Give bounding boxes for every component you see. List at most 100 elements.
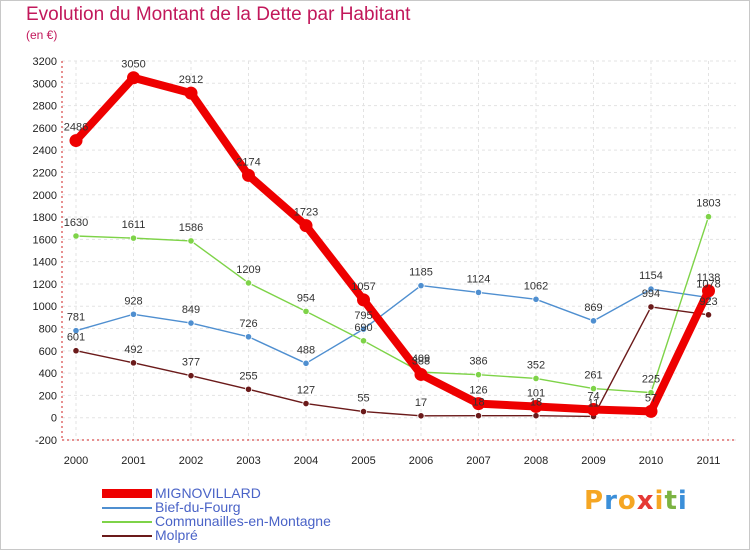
data-point [417, 282, 425, 290]
data-label: 1209 [236, 264, 260, 276]
data-point [474, 412, 483, 420]
y-tick-label: 800 [39, 324, 57, 336]
data-label: 923 [699, 296, 717, 308]
data-point [414, 367, 428, 381]
data-label: 726 [239, 318, 257, 330]
data-point [359, 325, 368, 333]
y-tick-label: -200 [35, 435, 57, 447]
data-label: 1154 [639, 270, 663, 282]
series-line-communailles-en-montagne [75, 216, 710, 394]
data-point [357, 293, 370, 307]
data-point [704, 311, 713, 319]
x-tick-label: 2011 [697, 455, 721, 467]
legend-label: Molpré [155, 527, 198, 543]
data-label: 1803 [696, 198, 720, 210]
data-label: 690 [354, 322, 372, 334]
legend-swatch [102, 535, 152, 537]
x-tick-label: 2002 [179, 455, 203, 467]
y-tick-label: 400 [39, 368, 57, 380]
legend-label: MIGNOVILLARD [155, 485, 261, 501]
x-tick-label: 2009 [581, 455, 605, 467]
data-point [647, 303, 655, 311]
data-label: 3050 [121, 59, 145, 71]
data-point [359, 407, 368, 416]
data-point [472, 397, 485, 411]
data-label: 18 [530, 397, 542, 409]
data-point [647, 389, 655, 397]
data-point [129, 359, 138, 367]
data-label: 101 [527, 387, 545, 399]
y-tick-label: 2000 [33, 190, 57, 202]
data-point [242, 168, 255, 182]
data-label: 1057 [351, 281, 375, 293]
data-point [704, 213, 713, 221]
data-label: 994 [642, 288, 660, 300]
logo-letter: P [584, 486, 605, 516]
data-point [302, 359, 310, 367]
data-point [587, 402, 600, 416]
data-point [187, 372, 195, 380]
series-line-molpr- [75, 306, 710, 418]
data-label: 261 [584, 370, 602, 382]
data-point [72, 347, 80, 355]
data-point [72, 327, 80, 335]
y-tick-label: 1400 [33, 257, 57, 269]
y-tick-label: 2800 [33, 101, 57, 113]
data-point [474, 371, 483, 379]
data-label: 928 [124, 295, 142, 307]
legend-swatch [102, 507, 152, 509]
data-point [647, 285, 655, 293]
x-tick-label: 2003 [236, 455, 260, 467]
y-tick-label: 2600 [33, 123, 57, 135]
data-point [529, 399, 543, 413]
data-point [417, 412, 425, 420]
y-tick-label: 0 [51, 413, 57, 425]
logo-letter: x [636, 486, 655, 516]
legend-label: Communailles-en-Montagne [155, 513, 331, 529]
data-label: 74 [587, 390, 599, 402]
data-point [299, 219, 313, 233]
logo-letter: t [664, 486, 678, 516]
data-label: 377 [182, 357, 200, 369]
data-label: 126 [469, 385, 487, 397]
x-tick-label: 2008 [524, 455, 548, 467]
data-point [244, 385, 253, 393]
x-tick-label: 2010 [639, 455, 663, 467]
y-tick-label: 1000 [33, 301, 57, 313]
logo-letter: o [617, 486, 637, 516]
series-line-mignovillard [72, 73, 713, 416]
data-label: 127 [297, 385, 315, 397]
data-point [589, 317, 598, 325]
y-tick-label: 200 [39, 390, 57, 402]
data-point [129, 310, 138, 318]
series-line-bief-du-fourg [75, 284, 710, 365]
chart-unit-label: (en €) [26, 28, 58, 42]
y-tick-label: 1600 [33, 234, 57, 246]
data-label: 388 [412, 355, 430, 367]
data-label: 869 [584, 302, 602, 314]
data-point [72, 232, 80, 240]
logo-letter: i [654, 486, 665, 516]
data-point [129, 234, 138, 242]
data-label: 781 [67, 312, 85, 324]
x-tick-label: 2006 [409, 455, 433, 467]
data-point [589, 385, 598, 393]
proxiti-logo: Proxiti [584, 486, 688, 516]
data-label: 488 [297, 344, 315, 356]
data-label: 1124 [467, 273, 491, 285]
data-point [127, 71, 140, 85]
data-label: 11 [588, 397, 599, 409]
data-point [532, 412, 540, 420]
data-point [302, 399, 310, 408]
x-tick-label: 2001 [121, 455, 145, 467]
data-label: 1723 [294, 207, 318, 219]
data-label: 409 [412, 353, 430, 365]
logo-letter: i [677, 486, 688, 516]
data-label: 18 [472, 397, 484, 409]
data-label: 1078 [696, 279, 720, 291]
data-label: 492 [124, 344, 142, 356]
data-label: 1062 [524, 280, 548, 292]
data-label: 57 [645, 392, 657, 404]
data-label: 1630 [64, 217, 88, 229]
